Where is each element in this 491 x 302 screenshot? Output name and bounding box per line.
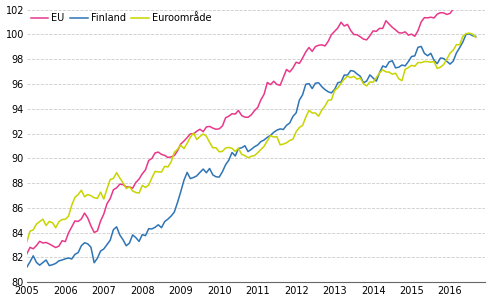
EU (50, 244, 55, 248)
Finland (450, 59, 456, 63)
Euroområde (466, 31, 472, 35)
Legend: EU, Finland, Euroområde: EU, Finland, Euroområde (30, 12, 213, 24)
Line: Finland: Finland (27, 34, 476, 267)
Finland (415, 46, 421, 49)
EU (171, 154, 177, 157)
Euroområde (473, 36, 479, 39)
Line: EU: EU (27, 0, 476, 254)
EU (415, 29, 421, 32)
Euroområde (50, 221, 55, 224)
Euroområde (27, 229, 33, 233)
Finland (466, 32, 472, 36)
Euroområde (415, 61, 421, 64)
Line: Euroområde: Euroområde (27, 33, 476, 242)
EU (27, 246, 33, 249)
Finland (406, 60, 411, 63)
EU (24, 252, 30, 255)
Euroområde (24, 240, 30, 243)
EU (406, 33, 411, 37)
Euroområde (450, 48, 456, 52)
Finland (171, 210, 177, 214)
Euroområde (406, 66, 411, 69)
Finland (473, 35, 479, 38)
Finland (50, 263, 55, 267)
Finland (27, 260, 33, 264)
EU (450, 7, 456, 11)
Finland (24, 265, 30, 269)
Euroområde (171, 151, 177, 154)
